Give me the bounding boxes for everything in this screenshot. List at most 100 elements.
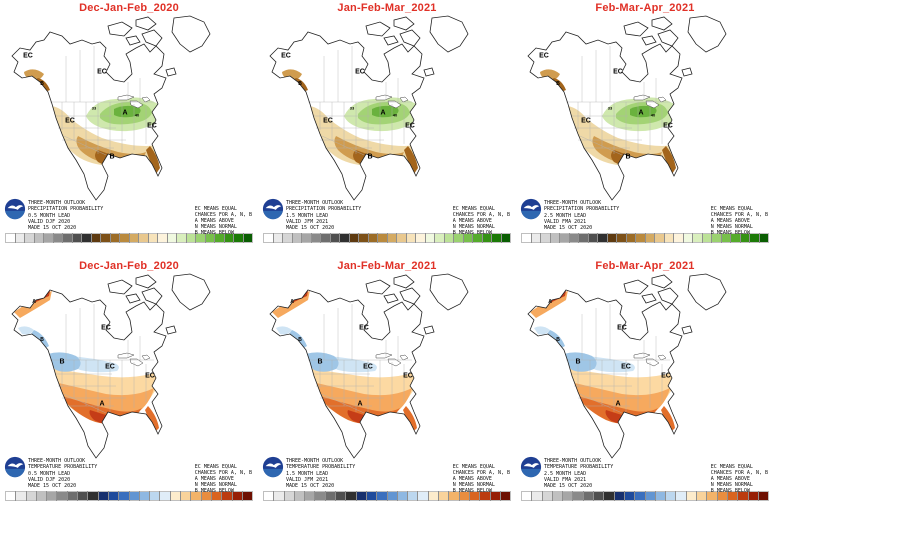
info-line: 1.5 MONTH LEAD [286, 470, 329, 477]
map-region-label: A [99, 400, 105, 408]
map-region-label: 33 [607, 105, 613, 111]
colorbar-segment [195, 233, 206, 243]
colorbar-segment [107, 491, 120, 501]
colorbar-segment [166, 233, 177, 243]
map-region-label: EC [145, 372, 155, 380]
colorbar-segment [572, 491, 584, 501]
colorbar-segment [97, 491, 110, 501]
info-line: THREE-MONTH OUTLOOK [286, 458, 344, 464]
legend-line: N MEANS NORMAL [710, 482, 753, 488]
info-line: MADE 15 OCT 2020 [544, 225, 593, 231]
probability-colorbar [4, 491, 254, 501]
colorbar-segment [654, 491, 667, 501]
outlook-info-text: THREE-MONTH OUTLOOK TEMPERATURE PROBABIL… [544, 456, 613, 489]
colorbar-segment [747, 491, 759, 501]
colorbar-segment [71, 233, 82, 243]
legend-line: CHANCES FOR A, N, B [710, 212, 768, 218]
legend-line: EC MEANS EQUAL [710, 464, 753, 470]
map-region-label: A [638, 109, 644, 117]
map-region-label: B [317, 358, 323, 366]
colorbar-segment [43, 233, 54, 243]
colorbar-segment [15, 491, 27, 501]
map-region-label: EC [363, 363, 373, 371]
north-america-map [4, 14, 254, 209]
colorbar-segment [138, 233, 149, 243]
info-line: VALID FMA 2021 [544, 476, 587, 483]
precipitation-outlook-map: EC B EC A EC EC B 33 40 [4, 14, 254, 209]
colorbar-segment [348, 233, 359, 243]
panel-title: Jan-Feb-Mar_2021 [337, 2, 437, 14]
colorbar-segment [758, 233, 769, 243]
colorbar-segment [458, 491, 470, 501]
map-region-label: B [109, 153, 115, 161]
legend-text: EC MEANS EQUAL CHANCES FOR A, N, B A MEA… [195, 198, 254, 236]
colorbar-segment [180, 491, 192, 501]
north-america-map [262, 272, 512, 467]
info-line: 2.5 MONTH LEAD [544, 212, 587, 219]
colorbar-segment [310, 233, 321, 243]
colorbar-segment [415, 233, 426, 243]
colorbar-segment [386, 233, 397, 243]
colorbar-segment [190, 491, 202, 501]
map-region-label: EC [323, 117, 333, 125]
colorbar-segment [448, 491, 460, 501]
colorbar-segment [282, 233, 293, 243]
colorbar-segment [301, 233, 312, 243]
map-region-label: A [357, 400, 363, 408]
colorbar-segment [623, 491, 636, 501]
panel-temp-fma: Feb-Mar-Apr_2021 A B EC B EC A EC THREE-MONTH … [516, 258, 774, 508]
map-region-label: EC [101, 324, 111, 332]
colorbar-segment [376, 491, 388, 501]
legend-line: B MEANS BELOW [452, 230, 492, 236]
map-region-label: 40 [134, 112, 140, 118]
legend-line: EC MEANS EQUAL [710, 206, 753, 212]
panel-footer: THREE-MONTH OUTLOOK PRECIPITATION PROBAB… [520, 198, 770, 236]
legend-text: EC MEANS EQUAL CHANCES FOR A, N, B A MEA… [195, 456, 254, 494]
panel-temp-djf: Dec-Jan-Feb_2020 A B EC B EC A EC THREE-MONTH … [0, 258, 258, 508]
colorbar-segment [481, 233, 492, 243]
map-region-label: EC [613, 68, 623, 76]
probability-colorbar [263, 233, 511, 243]
legend-line: A MEANS ABOVE [710, 218, 750, 224]
map-region-label: B [40, 337, 44, 344]
colorbar-segment [625, 233, 636, 243]
colorbar-segment [128, 491, 140, 501]
map-region-label: B [40, 81, 44, 87]
map-region-label: EC [661, 372, 671, 380]
colorbar-segment [739, 233, 750, 243]
colorbar-segment [128, 233, 139, 243]
legend-line: A MEANS ABOVE [194, 218, 234, 224]
map-region-label: EC [617, 324, 627, 332]
colorbar-segment [673, 233, 684, 243]
map-region-label: B [298, 81, 302, 87]
temperature-outlook-map: A B EC B EC A EC [520, 272, 770, 467]
colorbar-segment [90, 233, 101, 243]
colorbar-segment [241, 491, 254, 501]
info-line: TEMPERATURE PROBABILITY [28, 464, 98, 471]
legend-line: CHANCES FOR A, N, B [710, 470, 768, 476]
info-line: THREE-MONTH OUTLOOK [286, 200, 344, 206]
legend-line: CHANCES FOR A, N, B [194, 212, 252, 218]
temperature-outlook-map: A B EC B EC A EC [262, 272, 512, 467]
colorbar-segment [304, 491, 316, 501]
legend-line: CHANCES FOR A, N, B [452, 212, 510, 218]
colorbar-segment [283, 491, 295, 501]
colorbar-segment [675, 491, 687, 501]
colorbar-segment [119, 233, 130, 243]
panel-precip-jfm: Jan-Feb-Mar_2021 EC B EC A EC EC B 33 40 THREE-M… [258, 0, 516, 250]
colorbar-segment [730, 233, 741, 243]
colorbar-segment [701, 233, 712, 243]
colorbar-segment [291, 233, 302, 243]
info-line: TEMPERATURE PROBABILITY [286, 464, 356, 471]
info-line: VALID FMA 2021 [544, 218, 587, 225]
info-block: THREE-MONTH OUTLOOK PRECIPITATION PROBAB… [262, 198, 361, 231]
colorbar-segment [443, 233, 454, 243]
info-line: THREE-MONTH OUTLOOK [28, 200, 86, 206]
colorbar-segment [223, 233, 234, 243]
outlook-info-text: THREE-MONTH OUTLOOK TEMPERATURE PROBABIL… [28, 456, 97, 489]
colorbar-segment [335, 491, 347, 501]
info-block: THREE-MONTH OUTLOOK PRECIPITATION PROBAB… [520, 198, 619, 231]
legend-line: A MEANS ABOVE [710, 476, 750, 482]
map-region-label: EC [621, 363, 631, 371]
colorbar-segment [696, 491, 708, 501]
